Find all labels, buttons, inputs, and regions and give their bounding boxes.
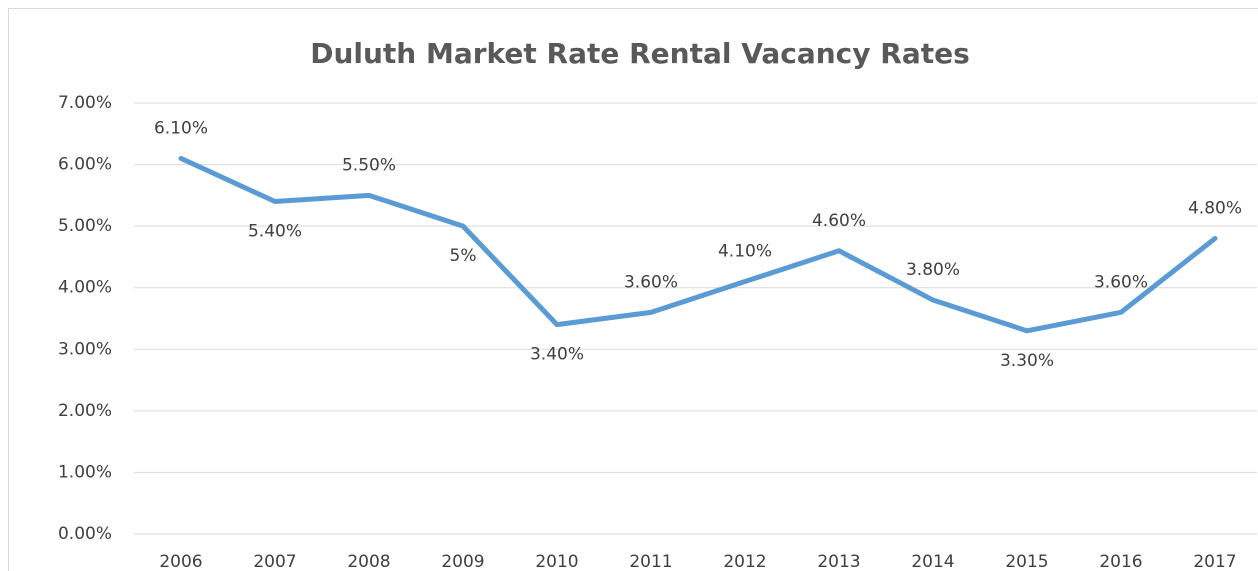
data-label: 4.80% — [1188, 198, 1242, 218]
data-label: 5% — [450, 246, 477, 266]
data-label: 3.60% — [624, 272, 678, 292]
x-tick-label: 2015 — [1005, 552, 1048, 571]
chart-title: Duluth Market Rate Rental Vacancy Rates — [310, 37, 970, 70]
y-tick-label: 0.00% — [58, 524, 112, 544]
line-series — [178, 155, 1218, 334]
data-label: 3.60% — [1094, 272, 1148, 292]
x-tick-label: 2008 — [347, 552, 390, 571]
x-tick-label: 2011 — [629, 552, 672, 571]
x-tick-label: 2007 — [253, 552, 296, 571]
data-label: 6.10% — [154, 118, 208, 138]
y-tick-label: 3.00% — [58, 339, 112, 359]
y-tick-label: 7.00% — [58, 93, 112, 113]
y-tick-label: 2.00% — [58, 401, 112, 421]
x-tick-label: 2006 — [159, 552, 202, 571]
data-label: 3.30% — [1000, 351, 1054, 371]
y-tick-label: 4.00% — [58, 278, 112, 298]
data-label: 3.80% — [906, 260, 960, 280]
data-label: 4.60% — [812, 211, 866, 231]
data-label: 4.10% — [718, 242, 772, 262]
chart-frame — [8, 8, 1258, 571]
x-tick-label: 2017 — [1193, 552, 1236, 571]
y-tick-label: 1.00% — [58, 462, 112, 482]
y-tick-label: 5.00% — [58, 216, 112, 236]
x-tick-label: 2016 — [1099, 552, 1142, 571]
x-tick-label: 2009 — [441, 552, 484, 571]
x-tick-label: 2010 — [535, 552, 578, 571]
data-label: 5.40% — [248, 222, 302, 242]
y-tick-label: 6.00% — [58, 155, 112, 175]
x-tick-label: 2012 — [723, 552, 766, 571]
x-tick-label: 2013 — [817, 552, 860, 571]
x-tick-label: 2014 — [911, 552, 954, 571]
data-label: 5.50% — [342, 155, 396, 175]
data-label: 3.40% — [530, 345, 584, 365]
